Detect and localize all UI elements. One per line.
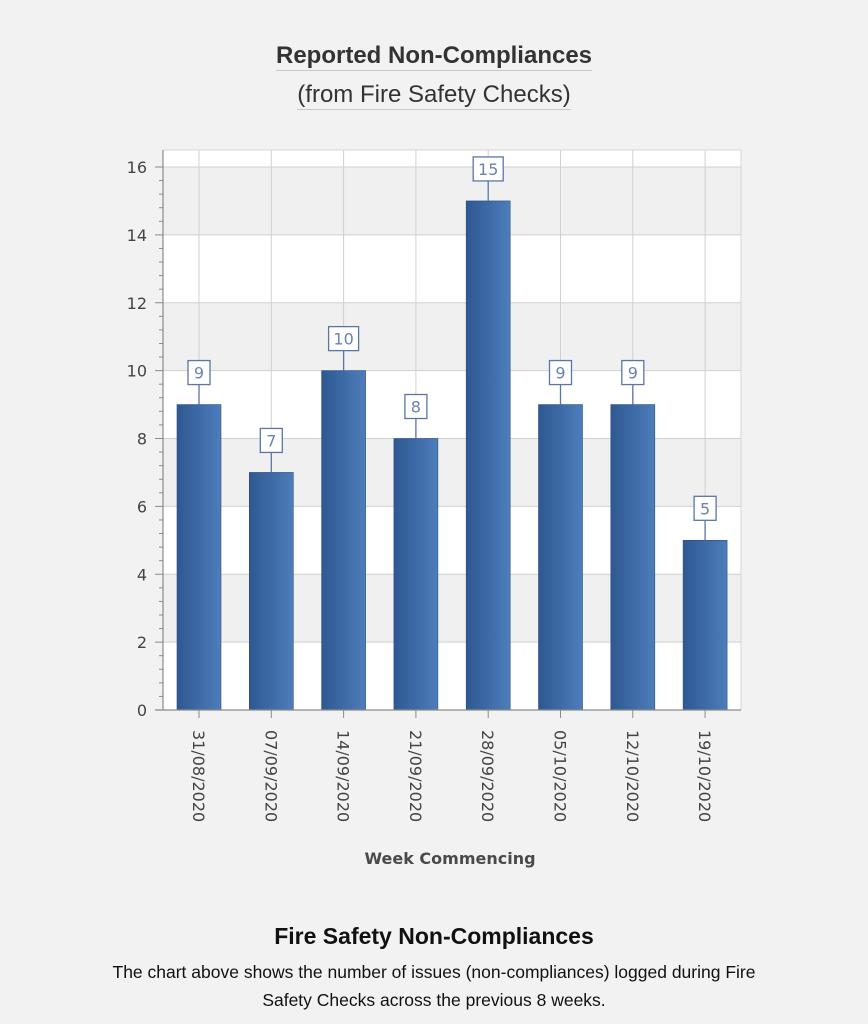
x-axis-title: Week Commencing [364, 849, 535, 868]
y-tick-label: 14 [127, 226, 147, 245]
bar-28-09-2020 [465, 200, 511, 711]
y-tick-label: 12 [127, 294, 147, 313]
y-tick-label: 6 [137, 497, 147, 516]
caption-title: Fire Safety Non-Compliances [274, 923, 594, 949]
y-tick-label: 10 [127, 362, 147, 381]
data-label-box [693, 495, 717, 521]
data-label-box [472, 156, 504, 182]
x-tick-label: 21/09/2020 [406, 730, 425, 822]
plot-band [163, 167, 741, 235]
data-label-box [621, 359, 645, 386]
x-tick-label: 05/10/2020 [551, 730, 570, 822]
chart-subtitle: (from Fire Safety Checks) [0, 81, 868, 110]
data-label-value: 15 [478, 160, 498, 179]
plot-band [163, 234, 741, 303]
caption-description: The chart above shows the number of issu… [112, 962, 756, 1010]
data-label-box [187, 359, 211, 386]
y-tick-label: 0 [137, 701, 147, 720]
data-label-box [404, 393, 428, 420]
x-tick-labels: 31/08/2020 07/09/2020 14/09/2020 21/09/2020… [189, 730, 714, 822]
chart-title: Reported Non-Compliances [0, 42, 868, 71]
data-label-value: 8 [411, 398, 421, 417]
bar-19-10-2020 [682, 540, 728, 711]
bars [176, 200, 728, 711]
bar-31-08-2020 [176, 404, 222, 711]
data-label-box [259, 427, 283, 454]
axes: 0 2 4 6 8 10 12 14 16 [127, 150, 741, 720]
y-tick-label: 2 [137, 633, 147, 652]
data-label-box [548, 359, 573, 386]
data-labels: 9 7 10 8 15 9 9 5 [187, 156, 717, 541]
x-tick-label: 31/08/2020 [189, 730, 208, 822]
plot-band [163, 302, 741, 371]
data-label-value: 10 [333, 330, 353, 349]
data-label-box [327, 325, 360, 352]
y-tick-label: 4 [137, 565, 147, 584]
bar-14-09-2020 [321, 370, 366, 711]
bar-12-10-2020 [610, 404, 656, 711]
bar-chart: 0 2 4 6 8 10 12 14 16 9 7 10 8 15 9 9 5 31/08/2020 07/09… [127, 149, 742, 868]
data-label-value: 5 [700, 499, 710, 518]
bar-07-09-2020 [249, 472, 294, 711]
data-label-value: 9 [628, 364, 638, 383]
chart-subtitle-text: (from Fire Safety Checks) [297, 81, 571, 110]
plot-band [163, 150, 741, 167]
x-tick-label: 07/09/2020 [261, 730, 280, 822]
data-label-value: 9 [194, 364, 204, 383]
bar-21-09-2020 [393, 438, 439, 711]
y-tick-label: 16 [127, 158, 147, 177]
x-tick-label: 12/10/2020 [623, 730, 642, 822]
data-label-value: 9 [555, 364, 565, 383]
data-label-value: 7 [266, 431, 276, 450]
x-tick-label: 19/10/2020 [695, 730, 714, 822]
bar-05-10-2020 [538, 404, 583, 711]
chart-title-text: Reported Non-Compliances [275, 42, 593, 71]
y-tick-label: 8 [137, 430, 147, 449]
x-tick-label: 14/09/2020 [334, 730, 353, 822]
x-tick-label: 28/09/2020 [478, 730, 497, 822]
